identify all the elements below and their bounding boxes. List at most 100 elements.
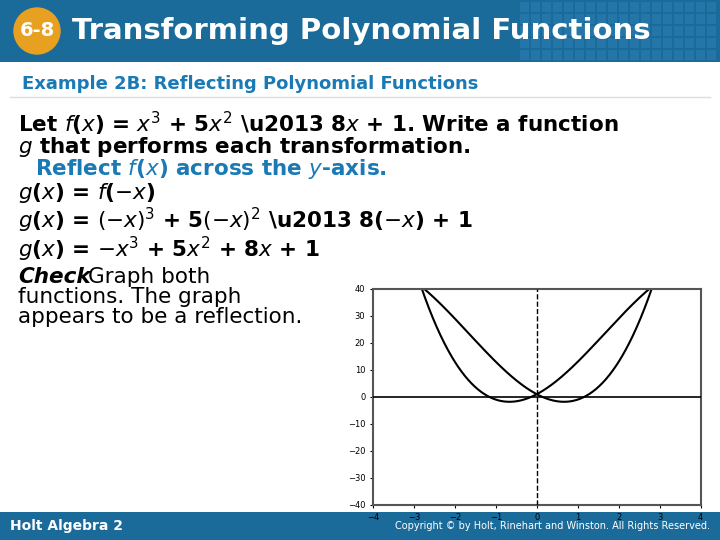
Text: $\mathit{g}$($\mathit{x}$) = $-x^3$ + 5$x^2$ + 8$\mathit{x}$ + 1: $\mathit{g}$($\mathit{x}$) = $-x^3$ + 5$…	[18, 234, 320, 264]
Circle shape	[14, 8, 60, 54]
Bar	[597, 50, 606, 60]
Bar	[608, 50, 617, 60]
Bar	[696, 14, 705, 24]
Bar	[564, 26, 573, 36]
Bar	[531, 2, 540, 12]
Bar	[641, 14, 650, 24]
Bar	[630, 14, 639, 24]
Text: Copyright © by Holt, Rinehart and Winston. All Rights Reserved.: Copyright © by Holt, Rinehart and Winsto…	[395, 521, 710, 531]
Text: Reflect $\mathit{f}$($\mathit{x}$) across the $\mathit{y}$-axis.: Reflect $\mathit{f}$($\mathit{x}$) acros…	[35, 157, 387, 181]
Bar	[608, 2, 617, 12]
Bar	[630, 50, 639, 60]
Bar	[575, 38, 584, 48]
Bar	[564, 14, 573, 24]
Bar	[564, 50, 573, 60]
Bar	[531, 38, 540, 48]
Bar	[586, 26, 595, 36]
Text: Check: Check	[18, 267, 91, 287]
Bar	[674, 2, 683, 12]
Bar	[542, 26, 551, 36]
Bar	[553, 50, 562, 60]
Text: Example 2B: Reflecting Polynomial Functions: Example 2B: Reflecting Polynomial Functi…	[22, 75, 478, 93]
Bar	[630, 38, 639, 48]
Bar	[707, 38, 716, 48]
Bar	[663, 50, 672, 60]
Bar	[696, 2, 705, 12]
Text: functions. The graph: functions. The graph	[18, 287, 241, 307]
Bar	[685, 26, 694, 36]
Bar	[652, 38, 661, 48]
Bar	[641, 26, 650, 36]
Text: $\mathit{g}$ that performs each transformation.: $\mathit{g}$ that performs each transfor…	[18, 135, 470, 159]
Text: $\mathit{g}$($\mathit{x}$) = $(-x)^3$ + 5$(-x)^2$ \u2013 8($-\mathit{x}$) + 1: $\mathit{g}$($\mathit{x}$) = $(-x)^3$ + …	[18, 205, 472, 234]
Bar	[542, 50, 551, 60]
Bar	[663, 14, 672, 24]
Text: Transforming Polynomial Functions: Transforming Polynomial Functions	[72, 17, 651, 45]
Bar	[674, 14, 683, 24]
Bar	[575, 50, 584, 60]
Bar	[652, 50, 661, 60]
Bar	[564, 38, 573, 48]
Bar	[696, 38, 705, 48]
Bar	[685, 38, 694, 48]
Bar	[542, 38, 551, 48]
Bar	[597, 38, 606, 48]
Bar	[575, 26, 584, 36]
Bar	[674, 50, 683, 60]
Bar	[520, 38, 529, 48]
Bar	[575, 2, 584, 12]
Bar	[696, 26, 705, 36]
Bar	[520, 50, 529, 60]
Bar	[630, 26, 639, 36]
Bar	[619, 38, 628, 48]
Bar	[663, 38, 672, 48]
Bar	[531, 14, 540, 24]
Bar	[674, 26, 683, 36]
Bar	[608, 14, 617, 24]
Bar	[707, 50, 716, 60]
Text: appears to be a reflection.: appears to be a reflection.	[18, 307, 302, 327]
Bar	[531, 50, 540, 60]
Bar	[575, 14, 584, 24]
Bar	[0, 0, 720, 62]
Bar	[696, 50, 705, 60]
Bar	[520, 2, 529, 12]
Text: Graph both: Graph both	[88, 267, 210, 287]
Bar	[652, 14, 661, 24]
Bar	[685, 2, 694, 12]
Bar	[520, 26, 529, 36]
Bar	[685, 50, 694, 60]
Bar	[619, 26, 628, 36]
Bar	[608, 38, 617, 48]
Bar	[553, 38, 562, 48]
Bar	[707, 14, 716, 24]
Text: Holt Algebra 2: Holt Algebra 2	[10, 519, 123, 533]
Bar	[619, 2, 628, 12]
Bar	[641, 38, 650, 48]
Bar	[564, 2, 573, 12]
Bar	[619, 14, 628, 24]
Bar	[641, 50, 650, 60]
Bar	[531, 26, 540, 36]
Bar	[663, 26, 672, 36]
Bar	[553, 26, 562, 36]
Bar	[553, 14, 562, 24]
Bar	[553, 2, 562, 12]
Bar	[586, 38, 595, 48]
Bar	[707, 2, 716, 12]
Bar	[641, 2, 650, 12]
Bar	[608, 26, 617, 36]
Bar	[586, 14, 595, 24]
Bar	[597, 14, 606, 24]
Bar	[586, 2, 595, 12]
Bar	[707, 26, 716, 36]
Bar	[674, 38, 683, 48]
Bar	[652, 2, 661, 12]
Text: 6-8: 6-8	[19, 22, 55, 40]
Bar	[619, 50, 628, 60]
Bar	[663, 2, 672, 12]
Bar	[597, 2, 606, 12]
Text: $\mathit{g}$($\mathit{x}$) = $\mathit{f}$($-\mathit{x}$): $\mathit{g}$($\mathit{x}$) = $\mathit{f}…	[18, 181, 155, 205]
Text: Let $\mathit{f}$($\mathit{x}$) = $x^3$ + 5$x^2$ \u2013 8$x$ + 1. Write a functio: Let $\mathit{f}$($\mathit{x}$) = $x^3$ +…	[18, 110, 618, 138]
Bar	[542, 2, 551, 12]
